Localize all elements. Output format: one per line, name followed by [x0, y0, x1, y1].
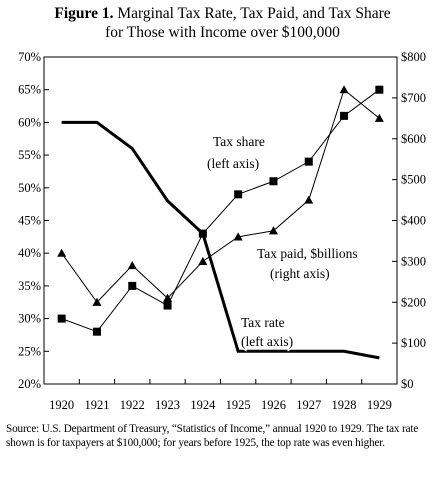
left-tick-label: 50% [18, 181, 41, 195]
left-tick-label: 65% [18, 83, 41, 97]
right-tick-label: $300 [401, 254, 426, 268]
x-tick-label: 1927 [296, 398, 321, 412]
left-tick-label: 30% [18, 312, 41, 326]
left-tick-label: 25% [18, 344, 41, 358]
left-tick-label: 40% [18, 246, 41, 260]
tax-share-point [163, 301, 172, 310]
right-tick-label: $200 [401, 295, 426, 309]
tax-paid-point [57, 248, 67, 257]
tax-share-point [375, 85, 384, 94]
right-axis: $0 $100 $200 $300 $400 $500 $600 $700 $800 [392, 50, 426, 391]
tax-share-point [234, 190, 243, 199]
tax-share-point [304, 157, 313, 166]
tax-paid-point [268, 226, 278, 235]
series-line-tax-rate [61, 120, 380, 360]
right-tick-label: $500 [401, 173, 426, 187]
figure-title: Marginal Tax Rate, Tax Paid, and Tax Sha… [117, 5, 391, 22]
x-tick-label: 1921 [84, 398, 109, 412]
x-tick-label: 1924 [190, 398, 216, 412]
tax-share-point [57, 314, 66, 323]
series-lines [57, 85, 384, 360]
tax-paid-point [127, 260, 137, 270]
tax-paid-point [304, 195, 314, 204]
right-tick-label: $100 [401, 336, 426, 350]
x-tick-label: 1922 [120, 398, 145, 412]
tax-paid-point [163, 293, 173, 302]
x-tick-label: 1920 [49, 398, 74, 412]
right-tick-label: $600 [401, 132, 426, 146]
tax-paid-point [374, 113, 384, 122]
left-axis: 20% 25% 30% 35% 40% 45% 50% 55% 60% 65% 70% [18, 50, 49, 391]
tax-share-point [198, 229, 207, 238]
x-tick-label: 1926 [261, 398, 286, 412]
chart-title: Figure 1. Marginal Tax Rate, Tax Paid, a… [0, 4, 445, 42]
right-tick-label: $700 [401, 91, 426, 105]
tax-paid-point [198, 256, 208, 265]
x-axis: 1920 1921 1922 1923 1924 1925 1926 1927 1928 1929 [49, 379, 392, 412]
series-line-tax-paid [61, 88, 380, 304]
tax-share-point [340, 111, 349, 120]
tax-share-point [128, 281, 137, 290]
figure-number: Figure 1. [54, 5, 114, 22]
left-tick-label: 45% [18, 214, 41, 228]
left-tick-label: 20% [18, 377, 41, 391]
series-label-tax-paid: Tax paid, $billions [257, 246, 358, 261]
series-label-tax-paid: (right axis) [270, 266, 330, 281]
x-tick-label: 1928 [332, 398, 357, 412]
series-line-tax-share [61, 89, 380, 333]
left-tick-label: 60% [18, 115, 41, 129]
annotations: Tax rate (left axis) Tax share (left axis) T… [206, 133, 360, 351]
tax-share-point [269, 177, 278, 186]
left-tick-label: 35% [18, 279, 41, 293]
series-label-tax-rate: Tax rate [241, 315, 285, 330]
right-tick-label: $400 [401, 214, 426, 228]
tax-share-point [92, 327, 101, 336]
x-tick-label: 1923 [155, 398, 180, 412]
series-label-tax-rate: (left axis) [241, 334, 293, 349]
x-tick-label: 1925 [226, 398, 251, 412]
left-tick-label: 70% [18, 50, 41, 64]
tax-paid-point [233, 232, 243, 241]
series-label-tax-share: Tax share [213, 134, 265, 149]
tax-paid-point [92, 297, 102, 306]
right-tick-label: $800 [401, 50, 426, 64]
x-tick-label: 1929 [367, 398, 392, 412]
right-tick-label: $0 [401, 377, 414, 391]
source-note: Source: U.S. Department of Treasury, “St… [6, 423, 419, 449]
left-tick-label: 55% [18, 148, 41, 162]
tax-paid-point [339, 85, 349, 94]
figure-title-line2: for Those with Income over $100,000 [105, 24, 340, 41]
series-label-tax-share: (left axis) [207, 156, 259, 171]
